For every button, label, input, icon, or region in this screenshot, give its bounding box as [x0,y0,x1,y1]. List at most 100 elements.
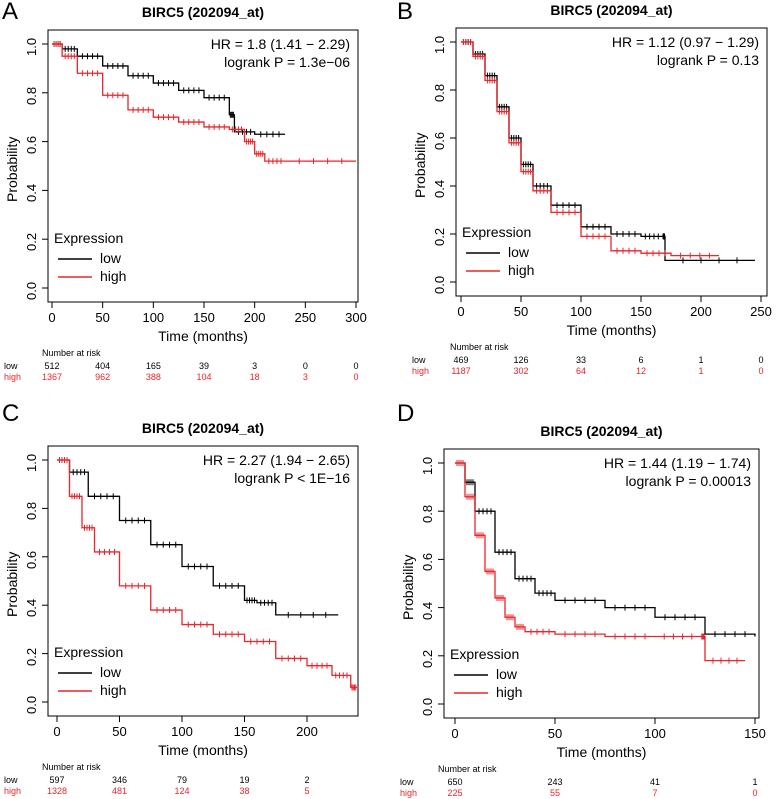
hazard-ratio-text: HR = 2.27 (1.94 − 2.65) [202,452,350,468]
km-curve-low [57,459,339,616]
x-tick-label: 100 [142,310,165,325]
km-plot-svg [450,27,768,302]
risk-count-low: 469 [453,355,469,365]
risk-count-low: 650 [447,777,463,787]
risk-count-high: 7 [652,788,658,798]
x-tick-label: 150 [193,310,215,325]
legend-label-low: low [508,244,530,260]
x-tick-label: 150 [630,304,652,319]
risk-row-label-low: low [4,361,18,371]
panel-letter: C [2,400,20,427]
risk-row-label-low: low [400,777,414,787]
risk-count-high: 1 [698,366,704,376]
x-axis-label: Time (months) [556,744,647,760]
plot-frame [47,445,359,717]
risk-table-title: Number at risk [42,348,101,358]
km-plot-svg [42,29,359,308]
risk-row-label-high: high [4,372,22,382]
y-tick-label: 1.0 [24,37,39,56]
y-tick-label: 0.2 [420,649,435,668]
risk-count-high: 5 [304,786,310,796]
risk-count-high: 0 [752,788,758,798]
legend-title: Expression [450,646,520,662]
risk-count-high: 38 [239,786,250,796]
risk-table-title: Number at risk [450,342,509,352]
legend-title: Expression [54,644,124,660]
y-tick-label: 1.0 [420,456,435,475]
x-axis-label: Time (months) [158,742,248,758]
x-tick-label: 250 [294,310,317,325]
risk-count-high: 962 [95,372,111,382]
hazard-ratio-text: HR = 1.8 (1.41 − 2.29) [210,36,350,52]
y-tick-label: 0.0 [24,695,39,714]
risk-count-high: 225 [447,788,463,798]
x-tick-label: 250 [750,304,772,319]
risk-count-high: 64 [575,366,587,376]
risk-row-label-low: low [4,775,18,785]
legend-label-high: high [100,268,127,284]
risk-row-label-low: low [412,355,426,365]
plot-frame [455,27,768,297]
risk-count-low: 3 [252,361,258,371]
y-tick-label: 0.4 [24,184,39,203]
x-axis-label: Time (months) [566,322,657,338]
risk-count-low: 79 [176,775,188,785]
x-tick-label: 50 [547,726,563,741]
y-tick-label: 0.2 [24,233,39,252]
panel-letter: D [397,400,415,427]
x-tick-label: 0 [48,310,56,325]
risk-row-label-high: high [4,786,22,796]
risk-count-low: 512 [44,361,60,371]
logrank-text: logrank P = 0.00013 [625,473,751,489]
risk-count-low: 0 [302,361,308,371]
x-tick-label: 50 [95,310,110,325]
y-tick-label: 0.8 [24,86,39,105]
risk-count-high: 1187 [451,366,471,376]
legend-label-low: low [100,664,122,680]
risk-count-low: 1 [752,777,758,787]
chart-title: BIRC5 (202094_at) [540,423,663,439]
risk-count-low: 0 [758,355,764,365]
x-tick-label: 300 [345,310,367,325]
risk-count-low: 126 [513,355,529,365]
legend-title: Expression [54,230,124,246]
x-tick-label: 200 [690,304,712,319]
risk-count-high: 302 [513,366,529,376]
plot-frame [443,448,760,719]
km-curve-low [52,43,286,135]
y-axis-label: Probability [412,132,428,198]
y-tick-label: 0.2 [432,227,447,246]
panel-letter: B [397,0,414,25]
y-axis-label: Probability [4,136,20,202]
risk-count-low: 6 [638,355,644,365]
logrank-text: logrank P = 1.3e−06 [224,54,350,70]
chart-title: BIRC5 (202094_at) [141,4,265,20]
risk-count-low: 597 [49,775,65,785]
risk-count-high: 18 [249,372,260,382]
y-tick-label: 0.6 [24,550,39,569]
y-tick-label: 0.6 [432,131,447,150]
y-tick-label: 1.0 [24,453,39,472]
risk-count-high: 55 [549,788,561,798]
y-tick-label: 0.6 [420,553,435,572]
y-axis-label: Probability [400,554,416,620]
y-tick-label: 0.0 [24,281,39,300]
risk-count-low: 33 [575,355,587,365]
y-tick-label: 0.4 [420,601,435,620]
risk-count-low: 165 [145,361,161,371]
risk-count-high: 388 [145,372,161,382]
y-tick-label: 0.2 [24,647,39,666]
panel-letter: A [2,0,19,25]
legend-label-high: high [100,682,127,698]
risk-table-title: Number at risk [42,762,101,772]
y-tick-label: 0.8 [420,505,435,524]
risk-count-low: 404 [95,361,111,371]
km-plot-svg [42,445,359,722]
risk-count-high: 3 [302,372,308,382]
km-plot-svg [438,448,760,724]
x-tick-label: 0 [457,304,465,319]
logrank-text: logrank P = 0.13 [656,52,759,68]
x-tick-label: 100 [171,724,193,739]
chart-title: BIRC5 (202094_at) [141,420,265,436]
risk-count-low: 1 [698,355,704,365]
